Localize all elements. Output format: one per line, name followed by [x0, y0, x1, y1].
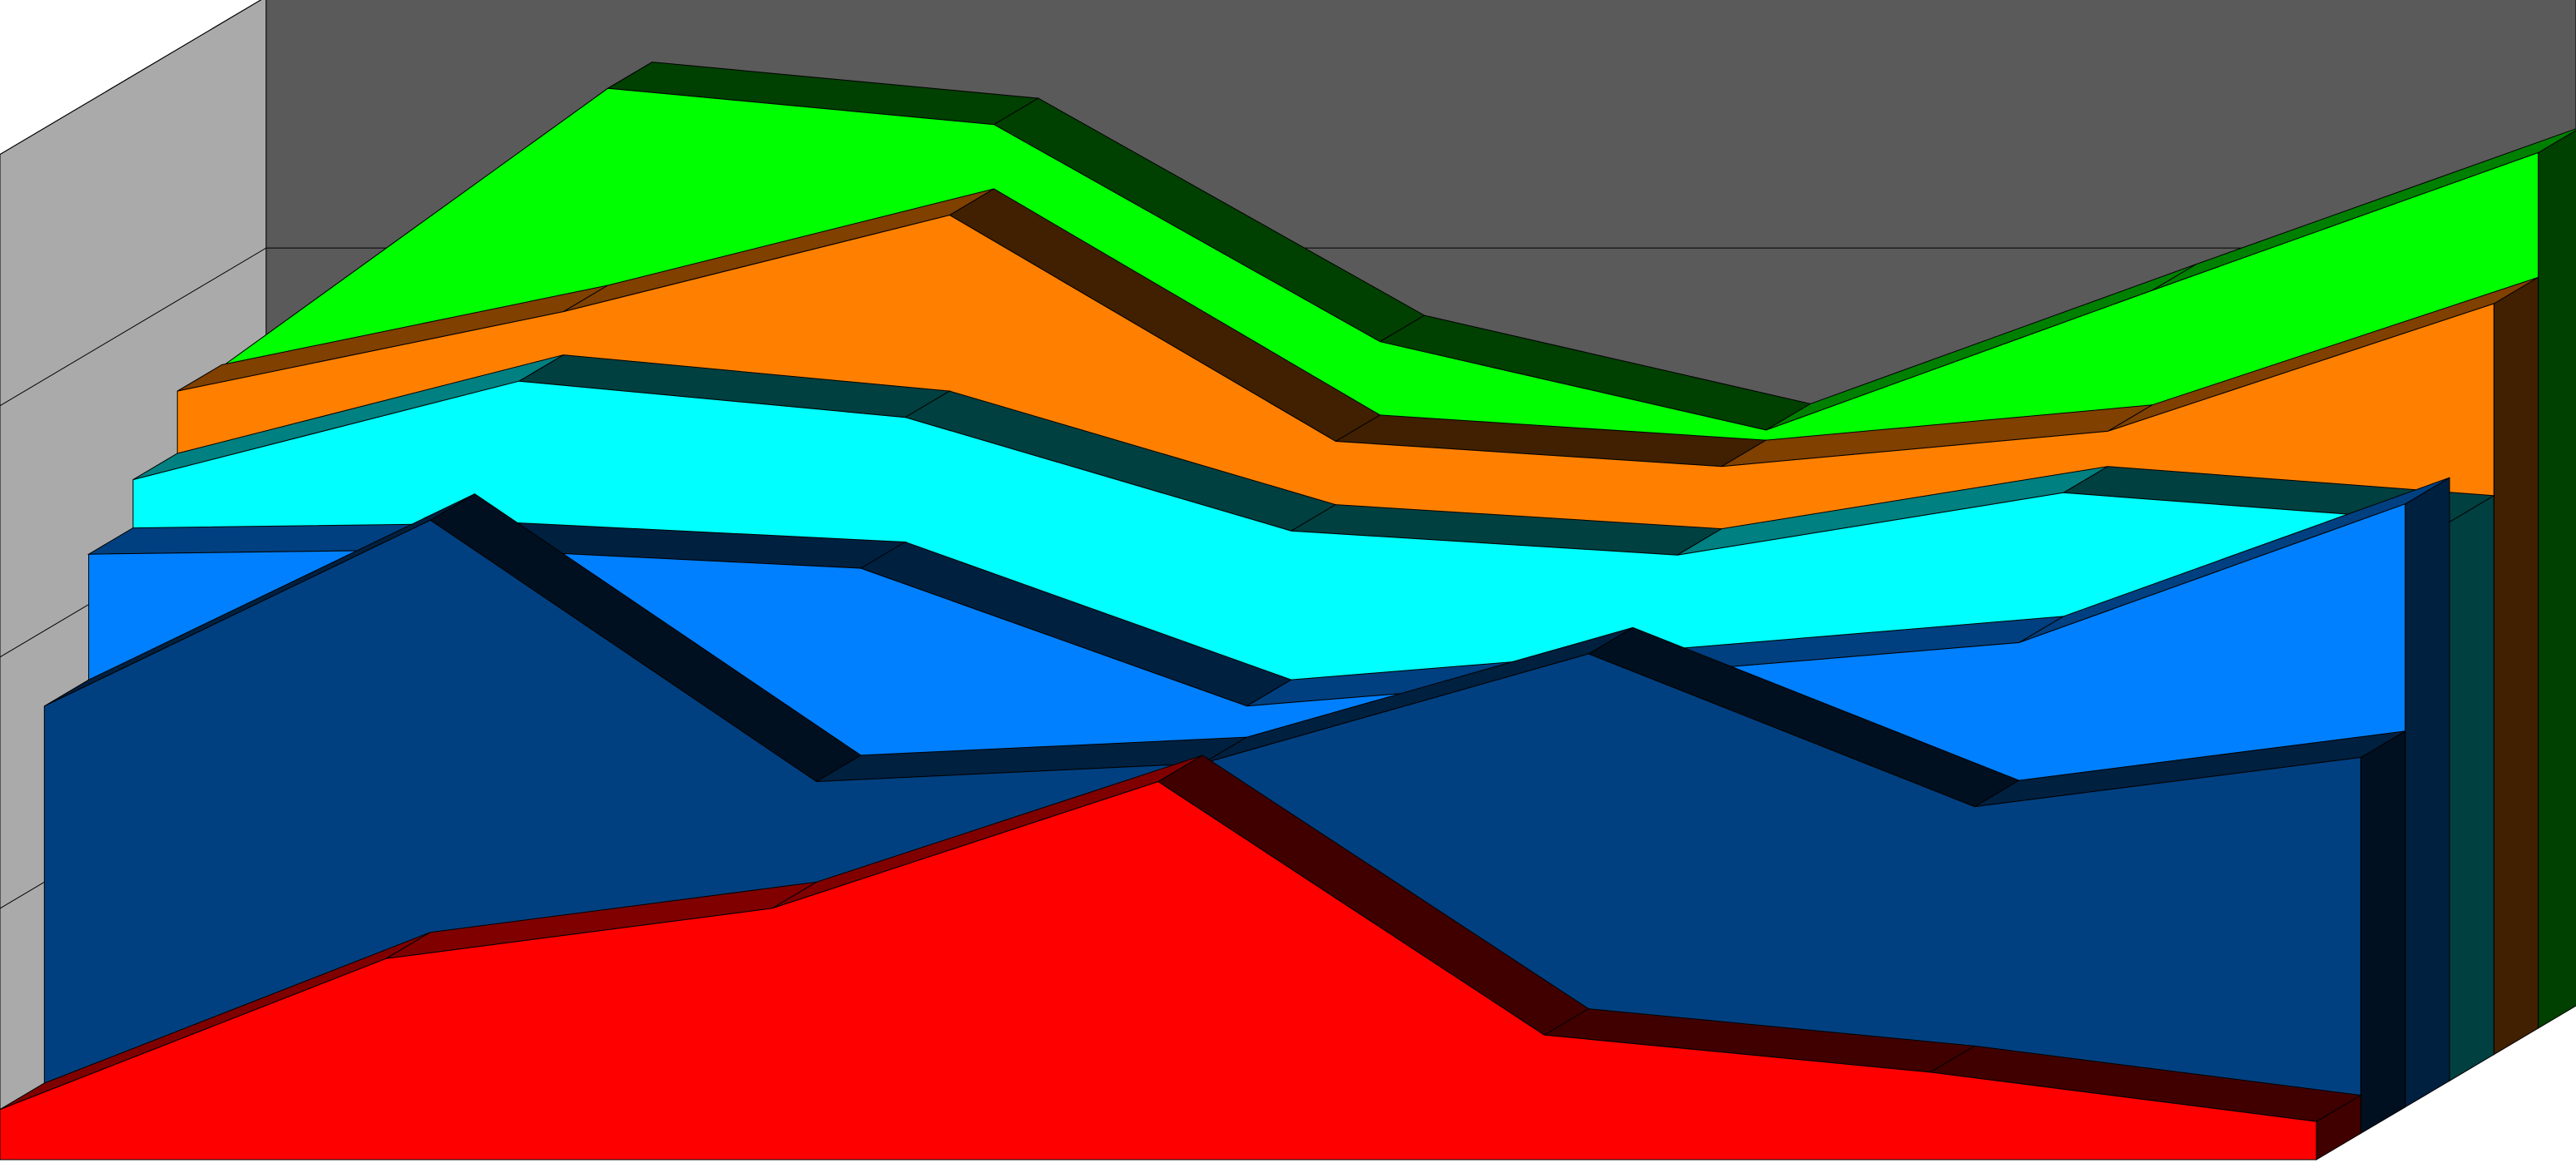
area-side-face [2449, 494, 2494, 1082]
area [0, 781, 2317, 1161]
area-side-face [2360, 730, 2406, 1135]
area-side-face [2538, 130, 2576, 1029]
grid-line [0, 247, 2576, 407]
area-side-face [2405, 477, 2450, 1108]
area-side-face [2493, 276, 2539, 1056]
grid-line [0, 0, 262, 156]
